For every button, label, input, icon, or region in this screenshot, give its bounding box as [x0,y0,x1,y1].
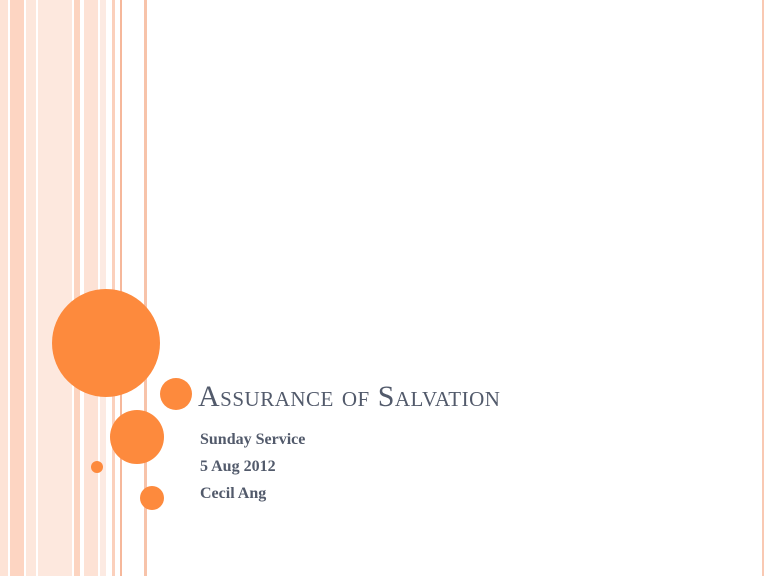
stripe [74,0,80,576]
stripe [112,0,115,576]
left-decorative-stripes [0,0,150,576]
decorative-circle-bullet [160,378,192,410]
stripe [144,0,147,576]
decorative-circle-large [52,289,160,397]
slide-subtitle: Sunday Service 5 Aug 2012 Cecil Ang [200,426,305,507]
stripe [100,0,106,576]
subtitle-line-service: Sunday Service [200,431,306,448]
decorative-circle-small [140,486,164,510]
stripe [10,0,24,576]
subtitle-line-date: 5 Aug 2012 [200,458,276,475]
decorative-circle-tiny [91,461,103,473]
decorative-circle-medium [110,410,164,464]
stripe [0,0,8,576]
stripe [120,0,122,576]
stripe [38,0,72,576]
stripe [84,0,98,576]
stripe [26,0,36,576]
slide-title: Assurance of Salvation [198,380,501,413]
subtitle-line-speaker: Cecil Ang [200,485,267,502]
right-border-line [762,0,764,576]
